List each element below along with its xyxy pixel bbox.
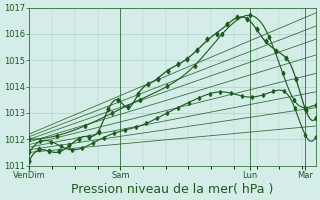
X-axis label: Pression niveau de la mer( hPa ): Pression niveau de la mer( hPa )	[71, 183, 274, 196]
